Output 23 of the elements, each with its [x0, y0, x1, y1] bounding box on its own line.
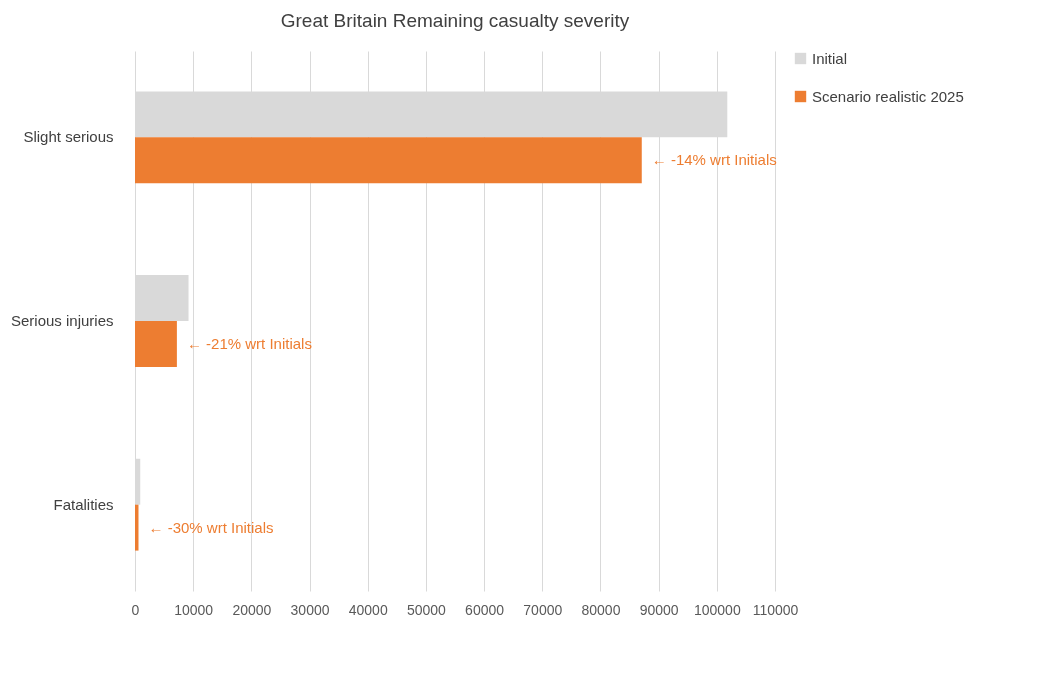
x-tick-label: 90000: [639, 601, 679, 618]
x-tick-label: 80000: [581, 601, 621, 618]
x-tick-label: 50000: [406, 601, 447, 618]
annotation: ← -14% wrt Initials: [651, 151, 777, 169]
x-tick-label: 20000: [232, 601, 272, 618]
bar: [135, 137, 642, 184]
x-tick-label: 10000: [174, 601, 214, 618]
chart-title: Great Britain Remaining casualty severity: [280, 10, 630, 31]
bar: [135, 321, 177, 367]
x-tick-label: 0: [131, 601, 140, 618]
y-tick-label: Serious injuries: [10, 312, 114, 329]
x-tick-label: 60000: [465, 601, 505, 618]
x-tick-label: 30000: [290, 601, 330, 618]
y-tick-label: Slight serious: [23, 128, 114, 146]
x-tick-label: 110000: [752, 601, 799, 618]
legend-label: Initial: [812, 49, 848, 67]
x-tick-label: 70000: [523, 601, 563, 618]
x-tick-label: 100000: [693, 601, 741, 618]
legend-label: Scenario realistic 2025: [812, 87, 964, 105]
annotation: ← -30% wrt Initials: [148, 518, 274, 536]
y-tick-label: Fatalities: [53, 495, 114, 513]
x-tick-label: 40000: [348, 601, 388, 618]
annotation: ← -21% wrt Initials: [186, 334, 312, 352]
